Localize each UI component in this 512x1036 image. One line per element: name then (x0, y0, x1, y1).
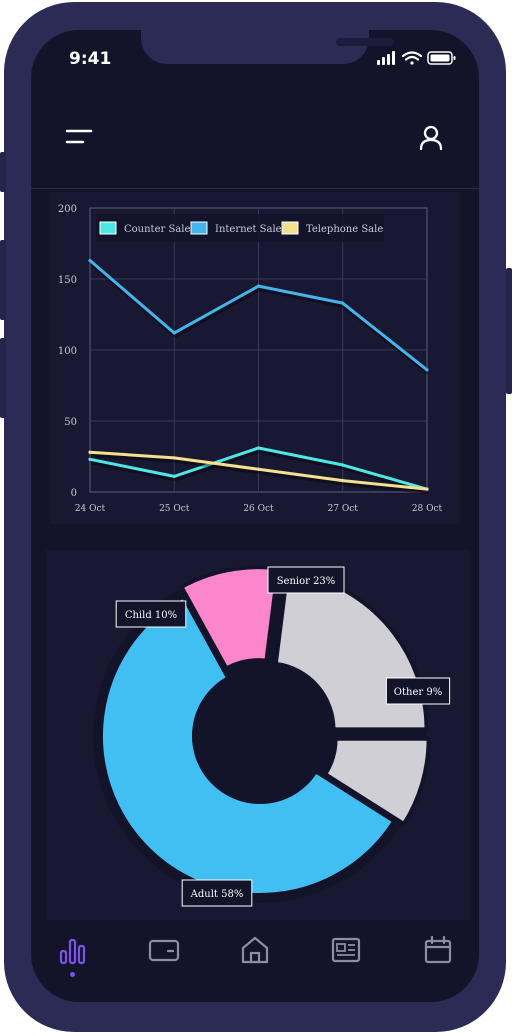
y-tick-label: 200 (58, 204, 77, 215)
slice-label: Senior 23% (277, 576, 336, 587)
series-line-shadow (89, 262, 430, 375)
volume-up-button (0, 240, 6, 320)
x-tick-label: 25 Oct (159, 504, 190, 514)
slice-label-box (181, 879, 253, 907)
menu-button[interactable] (61, 122, 95, 152)
tab-home[interactable] (235, 930, 275, 970)
legend-label: Counter Sale (124, 224, 190, 235)
data-point (172, 331, 176, 335)
data-point (88, 457, 92, 461)
mute-switch (0, 152, 6, 192)
legend-swatch (281, 221, 299, 235)
status-time: 9:41 (69, 49, 112, 69)
legend-swatch (99, 221, 117, 235)
speaker (336, 38, 394, 46)
data-point (341, 479, 345, 483)
wifi-icon (401, 51, 423, 65)
x-tick-label: 28 Oct (412, 504, 443, 514)
series-line-shadow (90, 448, 429, 495)
battery-icon (427, 51, 456, 65)
home-icon (241, 936, 269, 964)
legend-label: Telephone Sale (306, 224, 383, 235)
calendar-icon (424, 935, 452, 964)
line-chart-card: 0 50 100 150 200 24 Oct 25 Oct 26 Oct 27 Oct 28 O… (50, 192, 460, 524)
legend-swatch (190, 221, 208, 235)
donut-slice (99, 593, 398, 897)
donut-chart: Other 9% Adult 58% Child 10% Senior 23% (93, 565, 451, 907)
power-button (506, 268, 512, 394)
legend-label: Internet Sale (215, 224, 282, 235)
tab-news[interactable] (326, 930, 366, 970)
x-tick-label: 24 Oct (75, 504, 106, 514)
x-tick-label: 27 Oct (328, 504, 359, 514)
y-tick-label: 50 (64, 417, 77, 428)
donut-slice (322, 736, 431, 827)
slice-label-box (115, 600, 187, 628)
app-screen: 9:41 (31, 30, 479, 1002)
x-tick-label: 26 Oct (243, 504, 274, 514)
data-point (88, 450, 92, 454)
data-point (172, 474, 176, 478)
news-icon (331, 937, 361, 963)
slice-label-box (385, 677, 451, 705)
pie-chart-card: Other 9% Adult 58% Child 10% Senior 23% (46, 550, 470, 920)
series-line-shadow (90, 453, 429, 495)
data-point (256, 467, 261, 471)
user-icon (419, 125, 443, 151)
bar-chart-icon (59, 938, 86, 965)
data-point (341, 463, 345, 467)
data-point (172, 456, 176, 460)
slice-label-box (267, 566, 345, 594)
tab-wallet[interactable] (144, 930, 184, 970)
app-header (31, 92, 479, 189)
status-icons (377, 50, 457, 70)
data-point (256, 284, 261, 288)
data-point (88, 258, 92, 263)
wallet-icon (148, 939, 180, 962)
bottom-tab-bar (31, 920, 479, 1002)
y-tick-label: 0 (71, 488, 77, 499)
tab-statistics[interactable] (53, 930, 93, 970)
volume-down-button (0, 338, 6, 418)
signal-icon (377, 51, 395, 65)
menu-icon (65, 129, 93, 144)
legend-box (96, 214, 384, 242)
data-point (425, 368, 429, 372)
slice-label: Other 9% (394, 687, 442, 698)
slice-label: Adult 58% (190, 889, 244, 900)
notch (141, 30, 394, 64)
active-tab-indicator (70, 972, 75, 977)
profile-button[interactable] (415, 122, 447, 154)
y-tick-label: 100 (58, 346, 77, 357)
y-tick-label: 150 (58, 275, 77, 286)
data-point (341, 301, 345, 305)
tab-calendar[interactable] (418, 930, 458, 970)
data-point (425, 487, 429, 491)
line-chart: 0 50 100 150 200 24 Oct 25 Oct 26 Oct 27 Oct 28 O… (58, 204, 443, 514)
data-point (256, 446, 261, 450)
slice-label: Child 10% (125, 610, 177, 621)
